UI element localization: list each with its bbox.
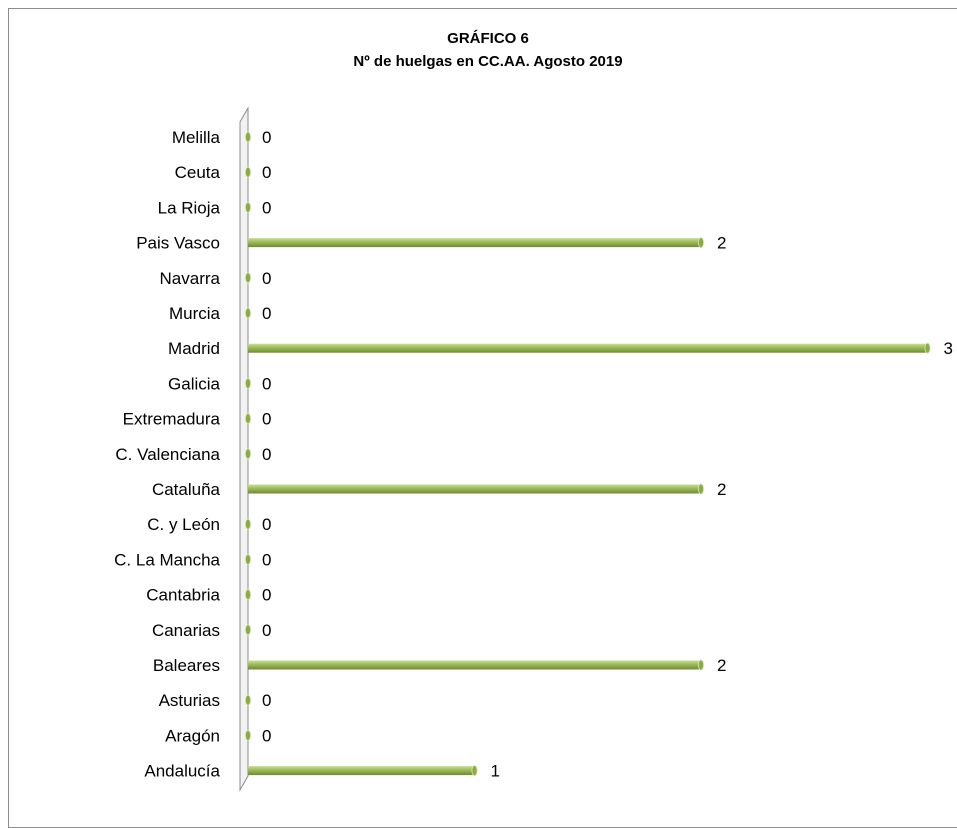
bar-cap: [244, 694, 251, 706]
category-label: Extremadura: [123, 410, 221, 429]
bar: [244, 413, 251, 425]
bar-cap: [244, 624, 251, 636]
bar: [244, 694, 251, 706]
category-label: Ceuta: [175, 163, 221, 182]
bar-cap: [244, 518, 251, 530]
bar: [248, 659, 705, 671]
value-label: 0: [262, 374, 271, 393]
category-label: Navarra: [160, 269, 221, 288]
bar-cap: [244, 307, 251, 319]
bar-cap: [244, 554, 251, 565]
category-label: C. La Mancha: [114, 550, 220, 569]
bar: [244, 201, 251, 213]
category-label: Murcia: [169, 304, 221, 323]
bar: [244, 307, 251, 319]
bar: [248, 483, 705, 495]
bar-body: [248, 238, 701, 248]
bar-body: [248, 343, 928, 353]
value-label: 0: [262, 691, 271, 710]
bar: [244, 589, 251, 600]
bar: [248, 765, 478, 776]
value-label: 2: [717, 480, 726, 499]
bar-cap: [698, 659, 705, 671]
value-label: 0: [262, 726, 271, 745]
category-label: La Rioja: [158, 198, 221, 217]
bar-cap: [244, 730, 251, 741]
category-label: C. y León: [147, 515, 220, 534]
value-label: 3: [944, 339, 953, 358]
chart-title: GRÁFICO 6: [447, 30, 529, 47]
category-label: Andalucía: [144, 762, 220, 781]
labels: Andalucía 1 Aragón 0 Asturias 0 Baleares 2 Canar…: [114, 128, 953, 781]
category-label: Cataluña: [152, 480, 221, 499]
bar: [248, 342, 931, 354]
category-label: Pais Vasco: [136, 234, 220, 253]
value-label: 0: [262, 269, 271, 288]
bar: [244, 730, 251, 741]
category-label: C. Valenciana: [115, 445, 220, 464]
bar-body: [248, 660, 701, 670]
value-label: 0: [262, 163, 271, 182]
bar: [244, 448, 251, 460]
value-label: 2: [717, 656, 726, 675]
bar-cap: [244, 377, 251, 389]
bar-cap: [244, 166, 251, 178]
category-label: Madrid: [168, 339, 220, 358]
category-label: Canarias: [152, 621, 220, 640]
bar: [244, 272, 251, 284]
value-label: 0: [262, 550, 271, 569]
bar-cap: [924, 342, 931, 354]
bar: [244, 624, 251, 636]
bar: [244, 166, 251, 178]
bar-cap: [244, 272, 251, 284]
bar: [248, 237, 705, 249]
value-label: 0: [262, 410, 271, 429]
value-label: 2: [717, 234, 726, 253]
bar: [244, 518, 251, 530]
category-label: Galicia: [168, 374, 221, 393]
bar-cap: [244, 413, 251, 425]
bar-cap: [698, 483, 705, 495]
bar: [244, 377, 251, 389]
bar-cap: [244, 589, 251, 600]
chart-subtitle: Nº de huelgas en CC.AA. Agosto 2019: [353, 53, 623, 70]
value-label: 0: [262, 515, 271, 534]
bar-cap: [244, 131, 251, 143]
bar-cap: [244, 448, 251, 460]
value-label: 0: [262, 128, 271, 147]
bar-body: [248, 484, 701, 494]
bar-cap: [244, 201, 251, 213]
value-label: 0: [262, 621, 271, 640]
bars: [244, 131, 931, 776]
value-label: 0: [262, 198, 271, 217]
bar-body: [248, 766, 475, 776]
value-label: 0: [262, 445, 271, 464]
value-label: 0: [262, 586, 271, 605]
category-label: Asturias: [159, 691, 220, 710]
bar-cap: [471, 765, 478, 776]
category-label: Melilla: [172, 128, 221, 147]
bar-cap: [698, 237, 705, 249]
value-label: 0: [262, 304, 271, 323]
value-label: 1: [491, 762, 500, 781]
category-label: Cantabria: [146, 586, 220, 605]
category-label: Aragón: [165, 726, 220, 745]
category-label: Baleares: [153, 656, 220, 675]
bar: [244, 554, 251, 565]
bar: [244, 131, 251, 143]
